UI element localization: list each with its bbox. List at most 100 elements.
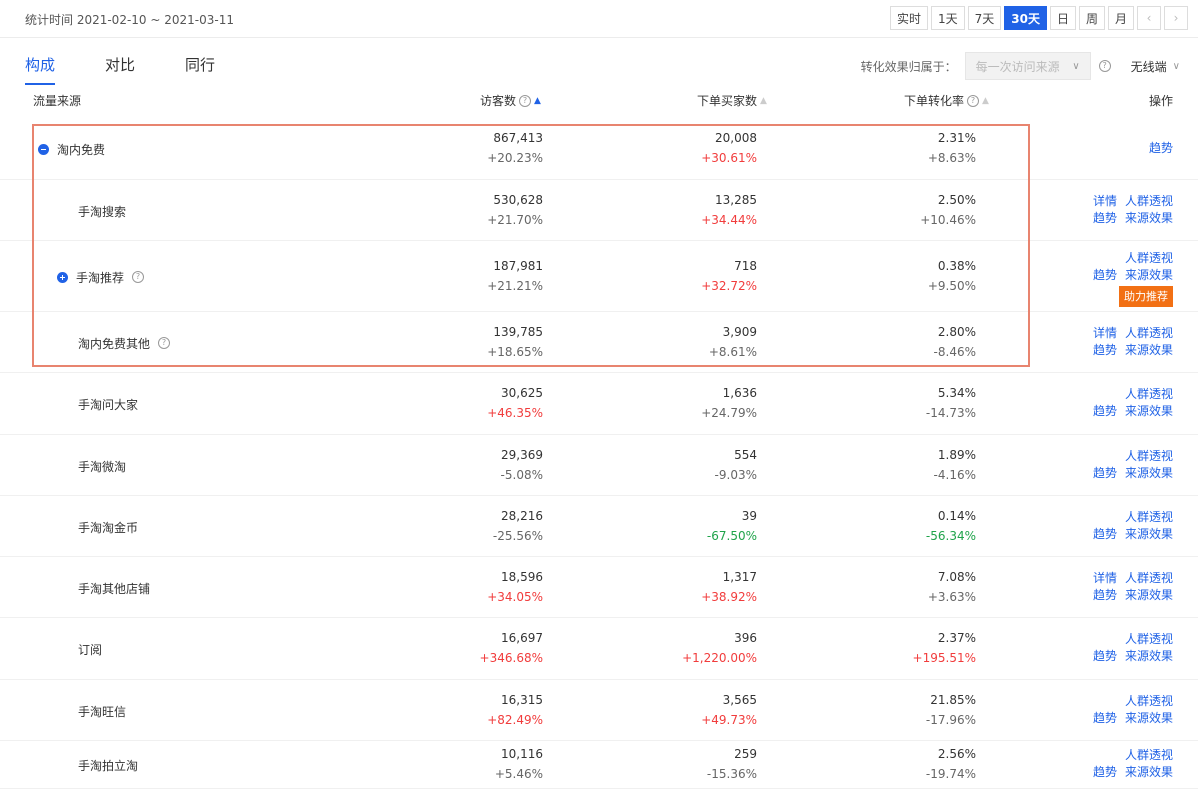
chevron-down-icon: ∨	[1172, 60, 1180, 72]
row-actions: 详情 人群透视 趋势 来源效果	[1085, 325, 1173, 359]
chevron-down-icon: ∨	[1072, 60, 1080, 72]
audience-link[interactable]: 人群透视	[1124, 193, 1173, 208]
source-effect-link[interactable]: 来源效果	[1124, 465, 1173, 480]
chevron-right-icon[interactable]: ›	[1164, 6, 1188, 30]
conversion-change: +195.51%	[912, 651, 976, 665]
visitors-change: -5.08%	[500, 467, 543, 482]
trend-link[interactable]: 趋势	[1092, 765, 1117, 779]
detail-link[interactable]: 详情	[1092, 570, 1117, 585]
sort-icon[interactable]: ▲︎	[982, 95, 989, 106]
visitors-change: +46.35%	[487, 406, 543, 420]
view-tabs: 构成 对比 同行	[25, 54, 265, 85]
audience-link[interactable]: 人群透视	[1124, 632, 1173, 646]
audience-link[interactable]: 人群透视	[1124, 748, 1173, 762]
row-actions: 人群透视 趋势 来源效果	[1085, 386, 1173, 420]
trend-link[interactable]: 趋势	[1092, 649, 1117, 663]
buyers-change: +30.61%	[701, 151, 757, 165]
period-1day-button[interactable]: 1天	[930, 6, 965, 30]
buyers-change: +24.79%	[701, 406, 757, 420]
help-icon[interactable]: ?	[1098, 60, 1111, 72]
period-day-button[interactable]: 日	[1049, 6, 1076, 30]
tab-peers[interactable]: 同行	[185, 56, 216, 74]
buyers-change: +38.92%	[701, 589, 757, 604]
buyers-value: 3,909	[722, 324, 757, 339]
source-effect-link[interactable]: 来源效果	[1124, 526, 1173, 541]
source-effect-link[interactable]: 来源效果	[1124, 649, 1173, 663]
audience-link[interactable]: 人群透视	[1124, 693, 1173, 708]
trend-link[interactable]: 趋势	[1092, 404, 1117, 418]
visitors-change: -25.56%	[492, 528, 543, 543]
help-icon[interactable]: ?	[967, 94, 980, 107]
trend-link[interactable]: 趋势	[1092, 210, 1117, 225]
detail-link[interactable]: 详情	[1092, 325, 1117, 340]
audience-link[interactable]: 人群透视	[1124, 509, 1173, 524]
period-7day-button[interactable]: 7天	[967, 6, 1002, 30]
help-icon[interactable]: ?	[519, 94, 532, 107]
boost-recommend-badge[interactable]: 助力推荐	[1119, 285, 1173, 307]
period-month-button[interactable]: 月	[1107, 6, 1134, 30]
tab-composition[interactable]: 构成	[25, 54, 56, 85]
audience-link[interactable]: 人群透视	[1124, 448, 1173, 463]
conversion-value: 7.08%	[937, 569, 976, 584]
help-icon[interactable]: ?	[132, 271, 145, 283]
collapse-icon[interactable]	[38, 144, 49, 155]
cell-visitors: 29,369 -5.08%	[423, 445, 543, 485]
tabs-row: 构成 对比 同行 转化效果归属于： 每一次访问来源 ∨ ? 无线端 ∨	[0, 38, 1198, 90]
header-source: 流量来源	[33, 92, 81, 109]
cell-buyers: 259 -15.36%	[637, 744, 757, 784]
period-realtime-button[interactable]: 实时	[889, 6, 928, 30]
table-row: 手淘拍立淘 10,116 +5.46% 259 -15.36% 2.56% -19.74% 人…	[0, 741, 1198, 789]
expand-icon[interactable]	[57, 271, 68, 283]
period-30day-button[interactable]: 30天	[1004, 6, 1047, 30]
table-row: 手淘推荐? 187,981 +21.21% 718 +32.72% 0.38% +9.50%…	[0, 241, 1198, 312]
cell-visitors: 187,981 +21.21%	[423, 256, 543, 296]
trend-link[interactable]: 趋势	[1092, 710, 1117, 725]
help-icon[interactable]: ?	[158, 337, 171, 349]
device-select[interactable]: 无线端 ∨	[1131, 58, 1180, 75]
trend-link[interactable]: 趋势	[1148, 141, 1173, 155]
source-effect-link[interactable]: 来源效果	[1124, 267, 1173, 282]
header-conversion[interactable]: 下单转化率 ? ▲︎	[904, 92, 989, 109]
source-effect-link[interactable]: 来源效果	[1124, 765, 1173, 779]
visitors-value: 187,981	[493, 258, 543, 273]
audience-link[interactable]: 人群透视	[1124, 250, 1173, 265]
source-effect-link[interactable]: 来源效果	[1124, 404, 1173, 418]
sort-icon[interactable]: ▲︎	[760, 95, 767, 106]
source-effect-link[interactable]: 来源效果	[1124, 342, 1173, 357]
buyers-change: +32.72%	[701, 278, 757, 293]
cell-visitors: 28,216 -25.56%	[423, 506, 543, 546]
buyers-change: +8.61%	[708, 344, 757, 359]
conversion-change: -4.16%	[933, 467, 976, 482]
visitors-value: 139,785	[493, 324, 543, 339]
row-actions: 人群透视 趋势 来源效果	[1085, 509, 1173, 543]
table-row: 手淘问大家 30,625 +46.35% 1,636 +24.79% 5.34% -14.7…	[0, 373, 1198, 435]
conversion-change: +3.63%	[927, 589, 976, 604]
source-effect-link[interactable]: 来源效果	[1124, 587, 1173, 602]
trend-link[interactable]: 趋势	[1092, 526, 1117, 541]
visitors-value: 867,413	[493, 131, 543, 145]
source-effect-link[interactable]: 来源效果	[1124, 710, 1173, 725]
source-effect-link[interactable]: 来源效果	[1124, 210, 1173, 225]
detail-link[interactable]: 详情	[1092, 193, 1117, 208]
cell-buyers: 20,008 +30.61%	[637, 128, 757, 168]
audience-link[interactable]: 人群透视	[1124, 387, 1173, 401]
header-visitors[interactable]: 访客数 ? ▲︎	[480, 92, 541, 109]
attribution-select[interactable]: 每一次访问来源 ∨	[964, 52, 1091, 80]
cell-conversion: 1.89% -4.16%	[856, 445, 976, 485]
trend-link[interactable]: 趋势	[1092, 342, 1117, 357]
chevron-left-icon[interactable]: ‹	[1137, 6, 1161, 30]
tab-compare[interactable]: 对比	[105, 56, 136, 74]
sort-desc-icon[interactable]: ▲︎	[534, 95, 541, 106]
row-source-name: 手淘其他店铺	[78, 580, 150, 597]
trend-link[interactable]: 趋势	[1092, 465, 1117, 480]
row-source-label: 订阅	[78, 643, 103, 657]
audience-link[interactable]: 人群透视	[1124, 570, 1173, 585]
header-buyers[interactable]: 下单买家数 ▲︎	[697, 92, 767, 109]
audience-link[interactable]: 人群透视	[1124, 325, 1173, 340]
trend-link[interactable]: 趋势	[1092, 267, 1117, 282]
row-source-name: 手淘拍立淘	[78, 757, 138, 774]
header-source-label: 流量来源	[33, 94, 82, 108]
period-week-button[interactable]: 周	[1078, 6, 1105, 30]
visitors-value: 30,625	[501, 386, 543, 400]
trend-link[interactable]: 趋势	[1092, 587, 1117, 602]
